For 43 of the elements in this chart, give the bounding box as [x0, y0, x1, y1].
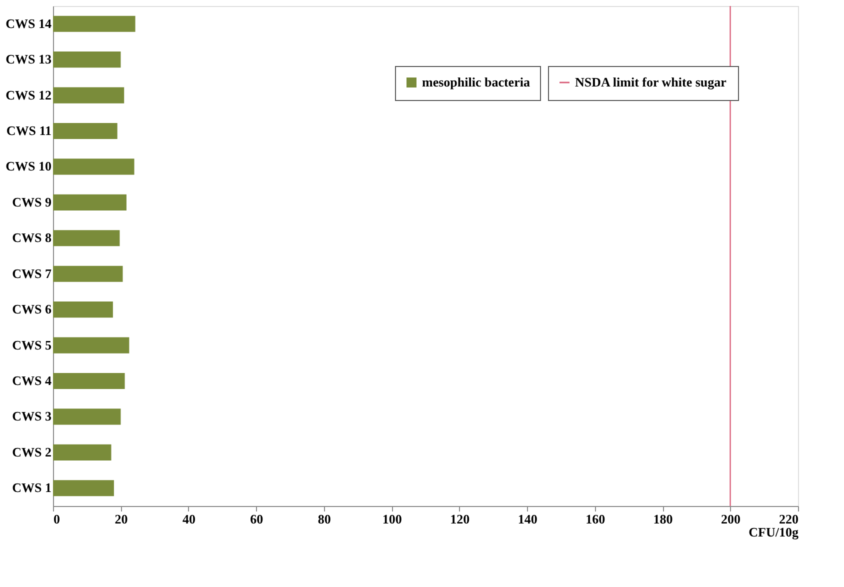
ref-line-label: NSDA limit for white sugar — [575, 74, 727, 90]
bar — [53, 480, 114, 496]
x-tick-label: 220 — [779, 512, 798, 526]
x-tick-label: 160 — [586, 512, 606, 526]
bar — [53, 337, 130, 354]
y-tick-label: CWS 5 — [12, 337, 52, 352]
x-tick-label: 0 — [54, 512, 60, 526]
bar — [53, 122, 118, 140]
x-tick-label: 40 — [182, 512, 196, 526]
bar — [53, 302, 113, 318]
x-tick-label: 180 — [653, 512, 673, 526]
y-tick-label: CWS 9 — [12, 194, 52, 210]
y-tick-label: CWS 11 — [6, 123, 52, 138]
y-tick-label: CWS 7 — [12, 266, 52, 281]
bar — [53, 87, 124, 104]
y-tick-label: CWS 12 — [6, 87, 52, 102]
y-tick-label: CWS 1 — [12, 480, 52, 496]
y-tick-label: CWS 8 — [12, 230, 52, 246]
bar — [53, 372, 125, 390]
bar — [53, 158, 134, 175]
y-tick-label: CWS 6 — [12, 302, 52, 317]
x-tick-label: 20 — [114, 512, 128, 526]
x-tick-label: 80 — [318, 512, 331, 526]
legend-label: mesophilic bacteria — [422, 74, 530, 90]
y-tick-label: CWS 14 — [6, 16, 52, 31]
bar — [53, 52, 121, 68]
y-tick-label: CWS 2 — [12, 444, 52, 460]
y-tick-label: CWS 13 — [6, 52, 52, 67]
y-tick-label: CWS 10 — [6, 158, 52, 174]
bar — [53, 408, 121, 425]
x-tick-label: 100 — [382, 512, 402, 526]
x-axis-title: CFU/10g — [748, 524, 799, 540]
x-tick-label: 60 — [250, 512, 264, 526]
bar — [53, 444, 112, 460]
bar — [53, 16, 136, 32]
bar — [53, 230, 120, 246]
bar — [53, 266, 123, 282]
x-tick-label: 200 — [721, 512, 741, 526]
x-tick-label: 120 — [450, 512, 470, 526]
x-tick-label: 140 — [518, 512, 538, 526]
y-tick-label: CWS 3 — [12, 408, 52, 424]
bar — [53, 194, 126, 210]
y-tick-label: CWS 4 — [12, 373, 52, 388]
